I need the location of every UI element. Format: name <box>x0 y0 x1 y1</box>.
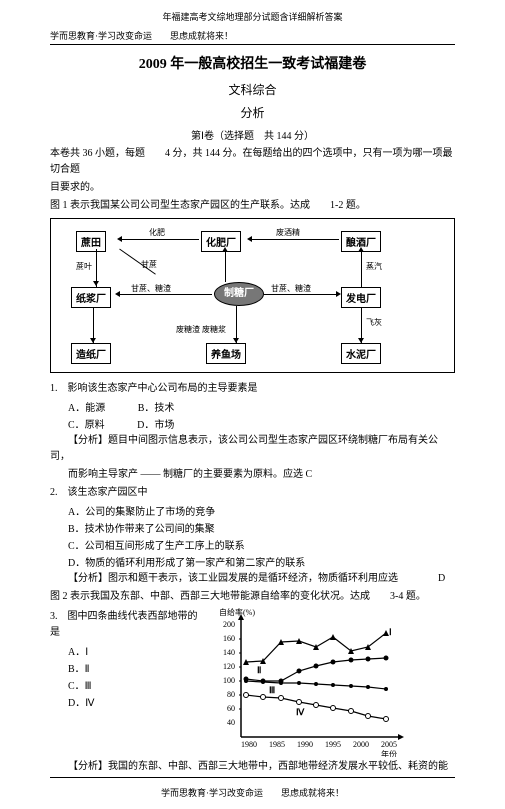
q2-opt-d: D．物质的循环利用形成了第一家产和第二家产的联系 <box>68 554 455 569</box>
svg-text:80: 80 <box>227 690 235 699</box>
q3-analysis: 【分析】我国的东部、中部、西部三大地带中，西部地带经济发展水平较低、耗资的能 <box>50 759 455 775</box>
q1-analysis-1: 【分析】题目中间图示信息表示，该公司公司型生态家产园区环绕制糖厂布局有关公司， <box>50 433 455 465</box>
subject-title: 文科综合 <box>50 81 455 98</box>
q3-opt-b: B．Ⅱ <box>68 660 205 675</box>
q2-analysis: 【分析】图示和题干表示，该工业园发展的是循环经济，物质循环利用应选 D <box>50 571 455 587</box>
label-feihui: 飞灰 <box>366 317 382 328</box>
q3-analysis-text: 我国的东部、中部、西部三大地带中，西部地带经济发展水平较低、耗资的能 <box>108 761 448 772</box>
label-feitz: 废糖渣 废糖浆 <box>176 324 226 335</box>
node-yangyu: 养鱼场 <box>206 343 246 364</box>
svg-text:年份: 年份 <box>381 749 397 757</box>
separator-bottom <box>50 777 455 778</box>
svg-text:40: 40 <box>227 718 235 727</box>
label-ganzhe-tz-l: 甘蔗、糖渣 <box>131 283 171 294</box>
q3-row: 3. 图中四条曲线代表西部地带的是 A．Ⅰ B．Ⅱ C．Ⅲ D．Ⅳ 自给率(%)… <box>50 607 455 757</box>
line-chart: 自给率(%) 200 160 140 120 100 80 60 40 1980… <box>211 607 406 757</box>
section-marker: 第Ⅰ卷（选择题 共 144 分） <box>50 127 455 142</box>
svg-text:1990: 1990 <box>297 740 313 749</box>
svg-text:1980: 1980 <box>241 740 257 749</box>
footer: 学而思教育·学习改变命运 思虑成就将来！ <box>50 786 455 799</box>
q1-stem: 1. 影响该生态家产中心公司布局的主导要素是 <box>50 381 455 397</box>
svg-text:1985: 1985 <box>269 740 285 749</box>
separator-top <box>50 44 455 45</box>
label-zhengqi: 蒸汽 <box>366 261 382 272</box>
q3-opt-a: A．Ⅰ <box>68 643 205 658</box>
fig1-caption: 图 1 表示我国某公司公司型生态家产园区的生产联系。达成 1-2 题。 <box>50 198 455 214</box>
q2-opt-b: B．技术协作带来了公司间的集聚 <box>68 520 455 535</box>
svg-text:60: 60 <box>227 704 235 713</box>
intro-line-2: 目要求的。 <box>50 180 455 196</box>
svg-text:Ⅳ: Ⅳ <box>296 707 305 717</box>
q1-opt-b: B．技术 <box>138 403 175 414</box>
label-huafei: 化肥 <box>149 227 165 238</box>
label-zheye: 蔗叶 <box>76 261 92 272</box>
intro-line-1: 本卷共 36 小题，每题 4 分，共 144 分。在每题给出的四个选项中，只有一… <box>50 146 455 178</box>
node-zhijang: 纸浆厂 <box>71 287 111 308</box>
analysis-title: 分析 <box>50 104 455 121</box>
analysis-label-3: 【分析】 <box>68 761 108 772</box>
q2-opt-a: A．公司的集聚防止了市场的竞争 <box>68 503 455 518</box>
flowchart-fig1: 蔗田 化肥厂 酿酒厂 纸浆厂 制糖厂 发电厂 造纸厂 养鱼场 水泥厂 化肥 废酒… <box>50 218 455 373</box>
node-shuini: 水泥厂 <box>341 343 381 364</box>
node-fadian: 发电厂 <box>341 287 381 308</box>
q1-options-row2: C．原料 D．市场 <box>68 416 455 431</box>
svg-text:Ⅰ: Ⅰ <box>389 627 392 637</box>
q2-analysis-text: 图示和题干表示，该工业园发展的是循环经济，物质循环利用应选 <box>108 573 398 584</box>
q3-stem: 3. 图中四条曲线代表西部地带的是 <box>50 609 205 641</box>
analysis-label-2: 【分析】 <box>68 573 108 584</box>
page: 年福建高考文综地理部分试题含详细解析答案 学而思教育·学习改变命运 思虑成就将来… <box>0 0 505 809</box>
sub-header: 学而思教育·学习改变命运 思虑成就将来！ <box>50 29 455 42</box>
svg-text:Ⅲ: Ⅲ <box>269 685 275 695</box>
analysis-label: 【分析】 <box>68 435 108 446</box>
svg-text:2000: 2000 <box>353 740 369 749</box>
node-zhitang: 制糖厂 <box>214 282 264 306</box>
q1-analysis-text: 题目中间图示信息表示，该公司公司型生态家产园区环绕制糖厂布局有关公司， <box>50 435 438 462</box>
label-feijiu: 废酒精 <box>276 227 300 238</box>
svg-text:Ⅱ: Ⅱ <box>257 665 261 675</box>
q2-answer: D <box>438 573 445 584</box>
y-label: 自给率(%) <box>219 607 255 617</box>
q1-opt-a: A．能源 <box>68 403 105 414</box>
q1-opt-d: D．市场 <box>137 420 174 431</box>
chart-svg: 自给率(%) 200 160 140 120 100 80 60 40 1980… <box>211 607 406 757</box>
svg-text:1995: 1995 <box>325 740 341 749</box>
fig2-caption: 图 2 表示我国及东部、中部、西部三大地带能源自给率的变化状况。达成 3-4 题… <box>50 589 455 605</box>
main-title: 2009 年一般高校招生一致考试福建卷 <box>50 53 455 73</box>
node-zaozhi: 造纸厂 <box>71 343 111 364</box>
q2-stem: 2. 该生态家产园区中 <box>50 485 455 501</box>
svg-text:120: 120 <box>223 662 235 671</box>
q3-opt-d: D．Ⅳ <box>68 694 205 709</box>
top-header: 年福建高考文综地理部分试题含详细解析答案 <box>50 10 455 23</box>
svg-text:2005: 2005 <box>381 740 397 749</box>
svg-text:100: 100 <box>223 676 235 685</box>
q1-options-row1: A．能源 B．技术 <box>68 399 455 414</box>
q2-opt-c: C．公司相互间形成了生产工序上的联系 <box>68 537 455 552</box>
svg-text:200: 200 <box>223 620 235 629</box>
q1-opt-c: C．原料 <box>68 420 105 431</box>
node-huafei: 化肥厂 <box>201 231 241 252</box>
node-zhetian: 蔗田 <box>76 231 106 252</box>
label-ganzhe: 甘蔗 <box>141 259 157 270</box>
label-ganzhe-tz-r: 甘蔗、糖渣 <box>271 283 311 294</box>
q3-opt-c: C．Ⅲ <box>68 677 205 692</box>
svg-text:140: 140 <box>223 648 235 657</box>
q1-analysis-2: 而影响主导家产 —— 制糖厂的主要要素为原料。应选 C <box>50 467 455 483</box>
svg-text:160: 160 <box>223 634 235 643</box>
